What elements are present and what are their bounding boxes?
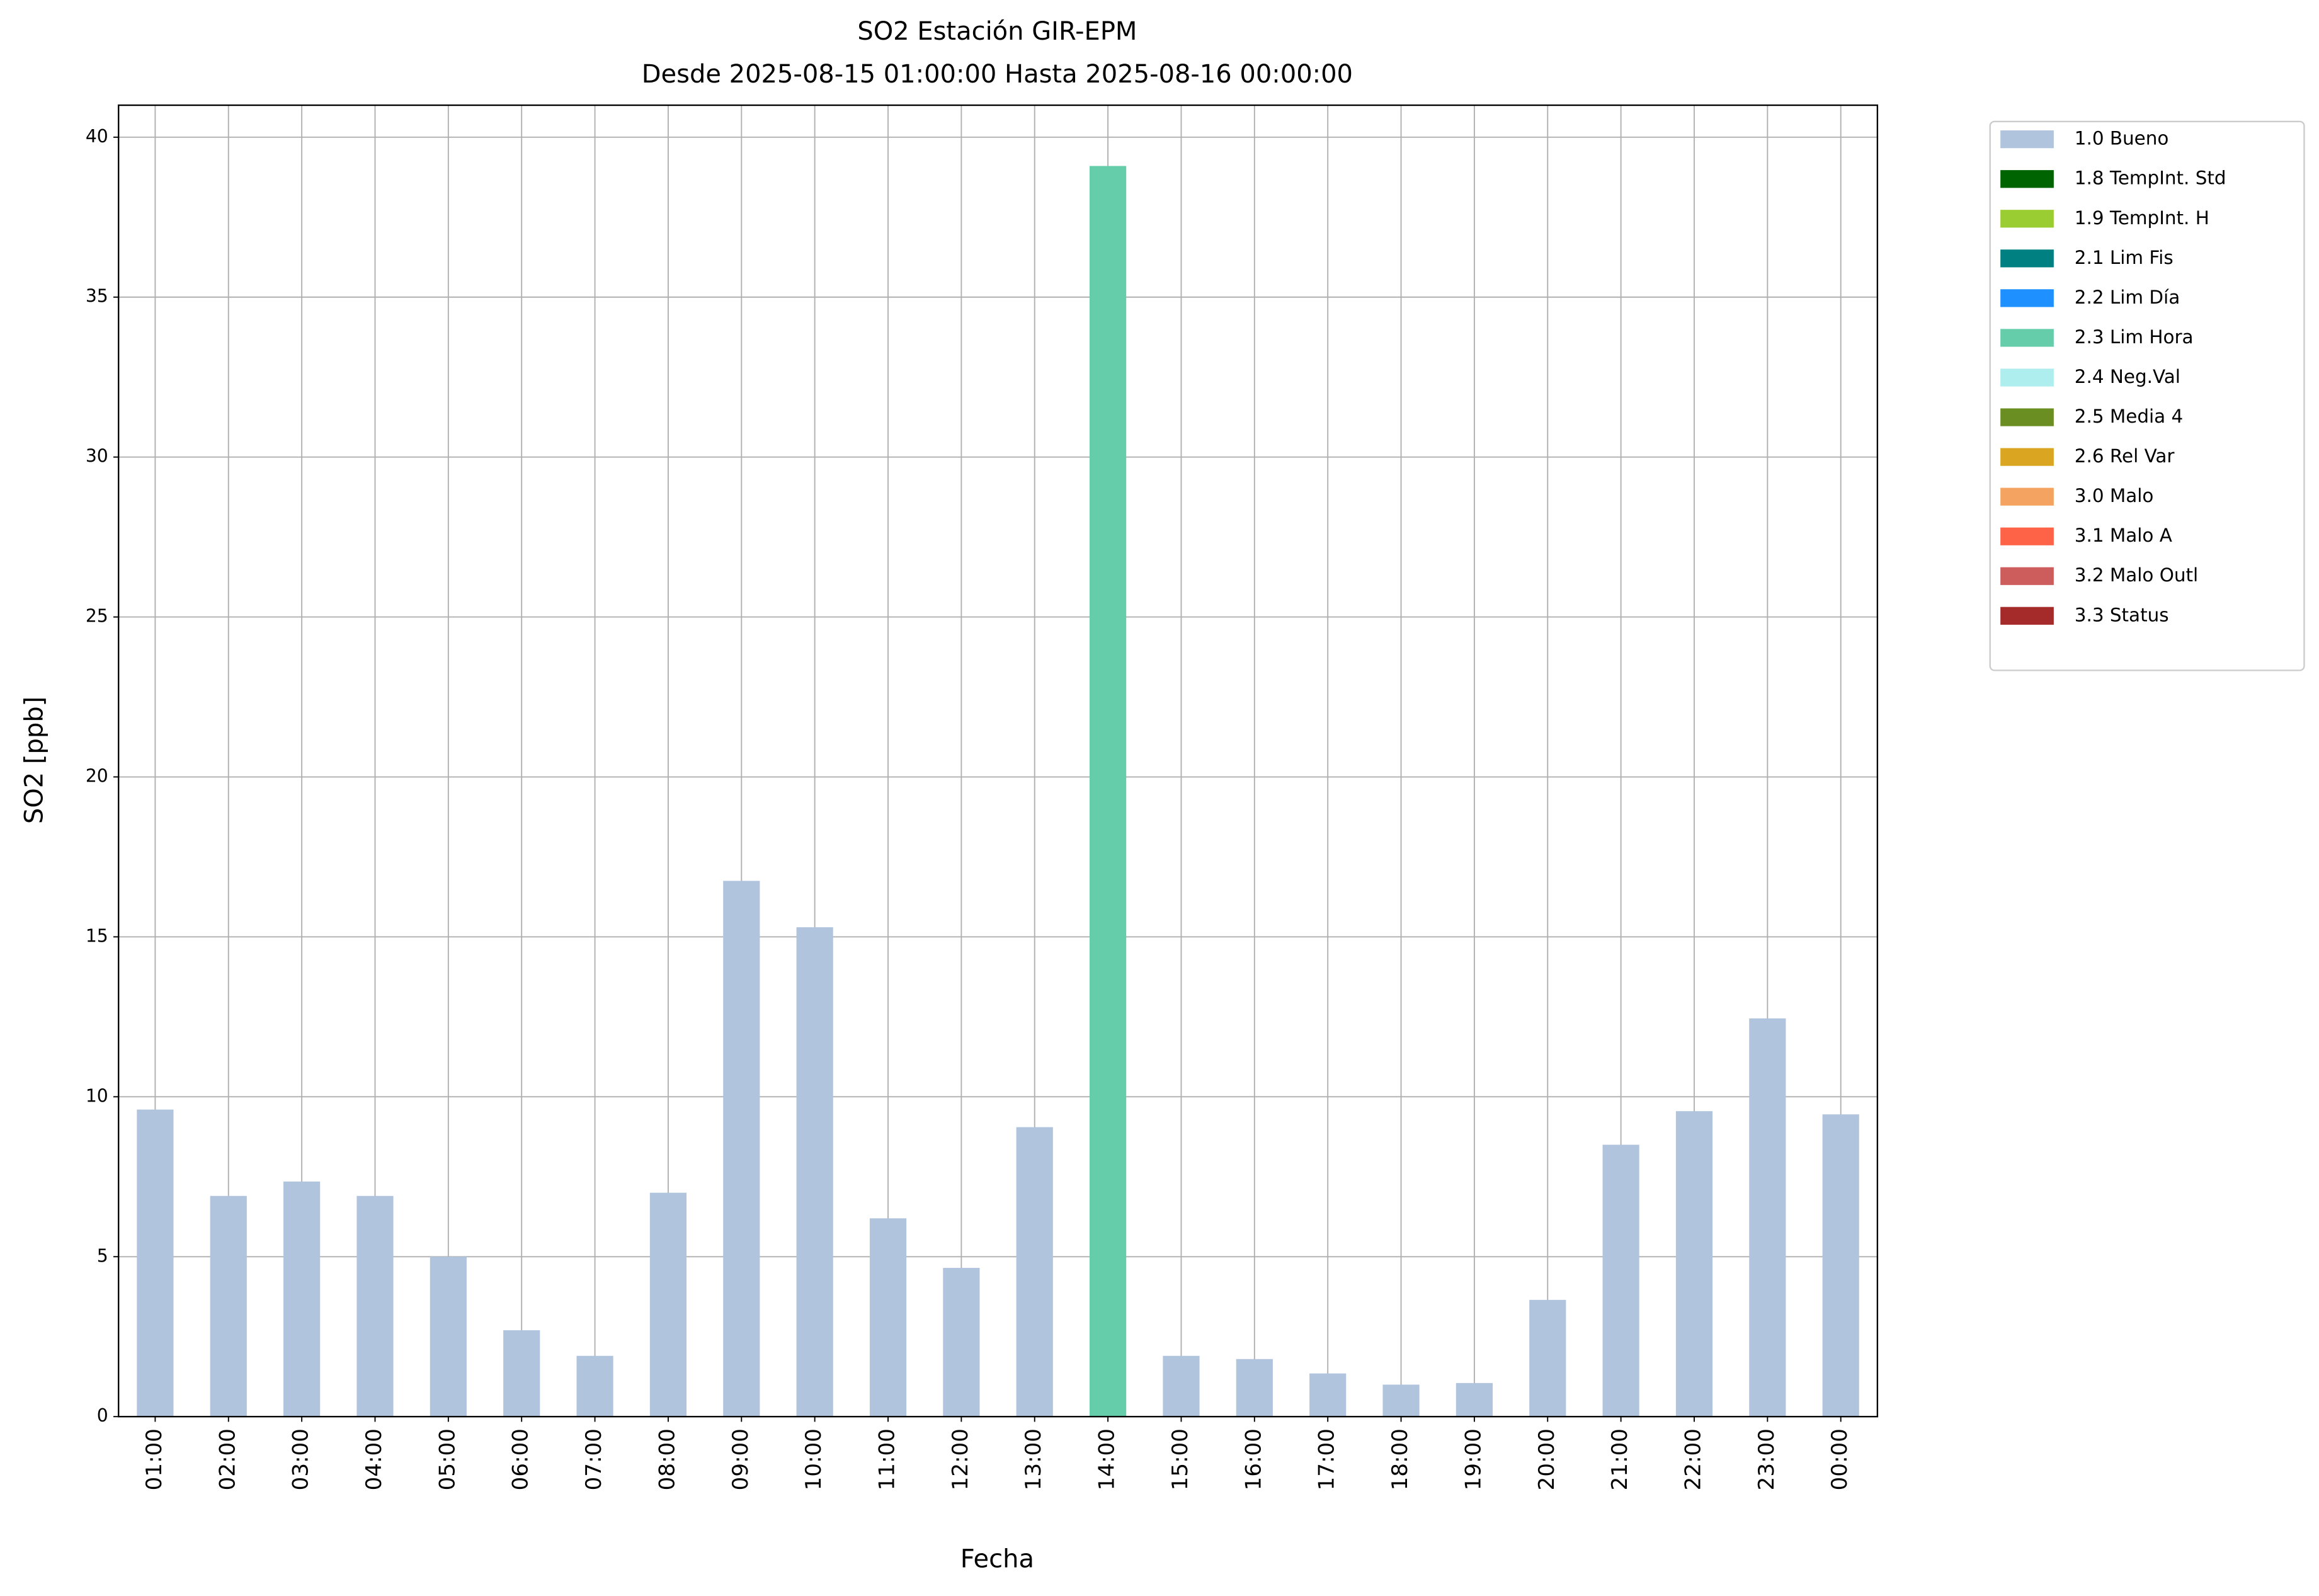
bar xyxy=(356,1195,394,1417)
legend-box xyxy=(1989,120,2305,671)
x-tick-label: 23:00 xyxy=(1754,1428,1779,1490)
legend-label: 2.3 Lim Hora xyxy=(2075,326,2194,348)
x-tick-label: 13:00 xyxy=(1021,1428,1046,1490)
x-tick-label: 07:00 xyxy=(581,1428,607,1490)
bar xyxy=(869,1218,907,1417)
bar xyxy=(137,1109,174,1417)
y-tick-label: 0 xyxy=(97,1405,108,1426)
chart-subtitle: Desde 2025-08-15 01:00:00 Hasta 2025-08-… xyxy=(642,60,1353,89)
legend-swatch xyxy=(2000,170,2054,188)
x-tick-label: 10:00 xyxy=(801,1428,826,1490)
legend-label: 2.6 Rel Var xyxy=(2075,445,2175,467)
legend-label: 3.0 Malo xyxy=(2075,485,2154,506)
legend-swatch xyxy=(2000,527,2054,545)
legend-swatch xyxy=(2000,249,2054,268)
legend-label: 3.3 Status xyxy=(2075,604,2169,625)
bar xyxy=(210,1195,247,1417)
x-tick-label: 03:00 xyxy=(288,1428,314,1490)
y-tick-label: 15 xyxy=(86,925,108,946)
bar xyxy=(649,1192,687,1417)
x-tick-label: 06:00 xyxy=(508,1428,533,1490)
y-tick-label: 30 xyxy=(86,446,108,467)
bar xyxy=(1236,1359,1273,1417)
x-tick-label: 15:00 xyxy=(1168,1428,1193,1490)
x-tick-label: 05:00 xyxy=(435,1428,460,1490)
bar xyxy=(283,1181,321,1417)
bar xyxy=(1602,1144,1639,1417)
bar xyxy=(1090,166,1127,1417)
legend-label: 2.4 Neg.Val xyxy=(2075,366,2180,387)
legend-label: 1.9 TempInt. H xyxy=(2075,207,2209,229)
plot-frame xyxy=(118,104,1879,1418)
legend-swatch xyxy=(2000,289,2054,307)
x-tick-label: 02:00 xyxy=(215,1428,240,1490)
y-tick-label: 5 xyxy=(97,1245,108,1266)
legend-label: 3.1 Malo A xyxy=(2075,525,2172,546)
bar xyxy=(1456,1382,1493,1417)
y-tick-label: 25 xyxy=(86,606,108,627)
x-tick-label: 16:00 xyxy=(1241,1428,1266,1490)
legend-swatch xyxy=(2000,408,2054,426)
x-tick-label: 20:00 xyxy=(1534,1428,1559,1490)
x-tick-label: 01:00 xyxy=(142,1428,167,1490)
x-axis-label: Fecha xyxy=(960,1544,1034,1573)
y-tick-label: 20 xyxy=(86,766,108,787)
legend-swatch xyxy=(2000,448,2054,466)
bar xyxy=(430,1257,467,1417)
legend-label: 2.1 Lim Fis xyxy=(2075,247,2174,268)
x-tick-label: 04:00 xyxy=(362,1428,387,1490)
bar xyxy=(1016,1127,1053,1417)
bar xyxy=(1822,1114,1859,1417)
legend-swatch xyxy=(2000,329,2054,347)
legend-swatch xyxy=(2000,210,2054,228)
legend-label: 3.2 Malo Outl xyxy=(2075,564,2198,586)
legend-swatch xyxy=(2000,368,2054,387)
bar xyxy=(1675,1111,1713,1417)
y-tick-label: 10 xyxy=(86,1085,108,1106)
bar xyxy=(723,881,760,1417)
x-tick-label: 22:00 xyxy=(1680,1428,1706,1490)
legend-label: 1.0 Bueno xyxy=(2075,128,2169,149)
bar xyxy=(576,1355,613,1417)
x-tick-label: 09:00 xyxy=(728,1428,753,1490)
x-tick-label: 08:00 xyxy=(654,1428,680,1490)
x-tick-label: 17:00 xyxy=(1314,1428,1340,1490)
x-tick-label: 00:00 xyxy=(1827,1428,1852,1490)
bar xyxy=(1309,1373,1347,1417)
x-tick-label: 12:00 xyxy=(948,1428,973,1490)
legend-label: 1.8 TempInt. Std xyxy=(2075,168,2226,189)
bar xyxy=(503,1330,540,1417)
x-tick-label: 14:00 xyxy=(1095,1428,1120,1490)
y-axis-label: SO2 [ppb] xyxy=(20,697,48,824)
bar xyxy=(1749,1018,1786,1417)
x-tick-label: 19:00 xyxy=(1461,1428,1486,1490)
bar xyxy=(1382,1384,1420,1417)
bar xyxy=(1163,1355,1200,1417)
x-tick-label: 21:00 xyxy=(1607,1428,1632,1490)
legend-swatch xyxy=(2000,607,2054,625)
x-tick-label: 11:00 xyxy=(875,1428,900,1490)
legend-swatch xyxy=(2000,130,2054,149)
y-tick-label: 35 xyxy=(86,286,108,307)
legend-label: 2.5 Media 4 xyxy=(2075,406,2183,427)
bar xyxy=(1529,1299,1566,1417)
bar xyxy=(943,1268,980,1417)
legend-swatch xyxy=(2000,567,2054,585)
bar xyxy=(796,927,833,1417)
legend-label: 2.2 Lim Día xyxy=(2075,287,2180,308)
x-tick-label: 18:00 xyxy=(1387,1428,1413,1490)
legend-swatch xyxy=(2000,487,2054,506)
y-tick-label: 40 xyxy=(86,126,108,147)
chart-title: SO2 Estación GIR-EPM xyxy=(857,17,1137,46)
